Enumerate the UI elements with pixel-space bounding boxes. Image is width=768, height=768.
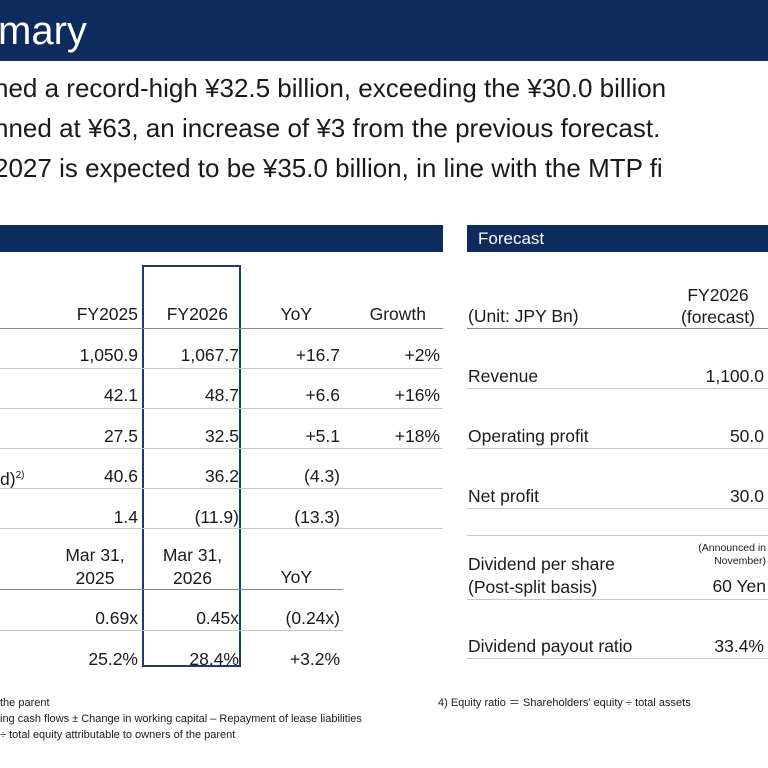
row-label-footnote: 2) — [15, 470, 25, 481]
dividend-label-line2: (Post-split basis) — [468, 577, 598, 597]
forecast-column-line1: FY2026 — [687, 285, 749, 305]
row-divider — [0, 408, 443, 409]
row-divider — [467, 448, 768, 449]
payout-label: Dividend payout ratio — [468, 636, 633, 656]
forecast-column-header: FY2026 (forecast) — [670, 284, 766, 328]
fy2026-highlight-frame — [142, 265, 241, 667]
cell-growth: +2% — [404, 345, 440, 365]
cell-fy2026: (11.9) — [194, 507, 239, 527]
header-fy2026: FY2026 — [166, 304, 228, 324]
row-divider — [467, 658, 768, 659]
cell-fy2025: 1,050.9 — [79, 345, 138, 365]
bs-cell-2025: 0.69x — [95, 608, 138, 628]
forecast-row-value: 50.0 — [729, 426, 764, 446]
results-section-bar — [0, 225, 443, 252]
header-growth: Growth — [369, 304, 426, 324]
bs-cell-2026: 0.45x — [196, 608, 239, 628]
row-divider — [467, 508, 768, 509]
summary-bullets: hed a record-high ¥32.5 billion, exceedi… — [0, 68, 666, 188]
forecast-row-label: Operating profit — [468, 426, 589, 446]
row-divider — [0, 488, 443, 489]
header-fy2025: FY2025 — [76, 304, 138, 324]
footnote: the parent — [0, 697, 50, 709]
cell-growth: +16% — [394, 385, 440, 405]
row-label-partial: d)2) — [0, 466, 24, 489]
row-divider — [467, 388, 768, 389]
header-yoy: YoY — [280, 304, 312, 324]
cell-fy2025: 1.4 — [113, 507, 138, 527]
summary-bullet: 2027 is expected to be ¥35.0 billion, in… — [0, 153, 663, 183]
footnote: ing cash flows ± Change in working capit… — [0, 713, 362, 725]
dividend-label: Dividend per share (Post-split basis) — [468, 553, 615, 599]
cell-fy2026: 48.7 — [204, 385, 239, 405]
cell-yoy: +6.6 — [305, 385, 340, 405]
row-divider — [0, 528, 443, 529]
bs-header-2025-line1: Mar 31, — [65, 545, 125, 565]
row-divider — [0, 368, 443, 369]
cell-fy2025: 42.1 — [103, 385, 138, 405]
bs-header-2025-line2: 2025 — [75, 568, 115, 588]
cell-yoy: (4.3) — [304, 466, 340, 486]
dividend-note-line1: (Announced in — [698, 542, 766, 554]
cell-fy2026: 32.5 — [204, 426, 239, 446]
cell-yoy: +5.1 — [305, 426, 340, 446]
bs-cell-2026: 28.4% — [189, 649, 239, 669]
row-divider — [0, 448, 443, 449]
bs-header-yoy: YoY — [280, 567, 312, 587]
dividend-label-line1: Dividend per share — [468, 554, 615, 574]
forecast-row-value: 30.0 — [729, 486, 764, 506]
summary-bullet: hed a record-high ¥32.5 billion, exceedi… — [0, 73, 667, 103]
cell-fy2025: 40.6 — [103, 466, 138, 486]
bs-cell-yoy: (0.24x) — [285, 608, 340, 628]
cell-yoy: (13.3) — [294, 507, 340, 527]
title-bar: mary — [0, 0, 768, 61]
row-divider — [467, 599, 768, 600]
bs-header-2026-line2: 2026 — [173, 568, 212, 588]
forecast-section-bar: Forecast — [467, 225, 768, 252]
bs-header-divider — [0, 589, 343, 590]
dividend-note-line2: November) — [714, 555, 766, 567]
header-divider — [0, 328, 443, 329]
page-title: mary — [0, 9, 87, 53]
bs-cell-2025: 25.2% — [88, 649, 138, 669]
forecast-row-label: Revenue — [468, 366, 539, 386]
dividend-value: 60 Yen — [712, 576, 766, 596]
footnote: ÷ total equity attributable to owners of… — [0, 729, 236, 741]
forecast-row-value: 1,100.0 — [705, 366, 764, 386]
forecast-header-divider — [467, 328, 768, 329]
bs-header-2026: Mar 31, 2026 — [140, 544, 245, 590]
payout-value: 33.4% — [714, 636, 764, 656]
bs-cell-yoy: +3.2% — [289, 649, 340, 669]
forecast-unit-label: (Unit: JPY Bn) — [468, 306, 579, 326]
row-divider — [0, 630, 343, 631]
cell-fy2025: 27.5 — [103, 426, 138, 446]
row-label-text: d) — [0, 468, 16, 489]
summary-bullet: nned at ¥63, an increase of ¥3 from the … — [0, 113, 661, 143]
row-divider — [467, 535, 768, 536]
footnote-equity-ratio: 4) Equity ratio ＝ Shareholders' equity ÷… — [438, 697, 691, 709]
cell-growth: +18% — [394, 426, 440, 446]
cell-yoy: +16.7 — [295, 345, 340, 365]
bs-header-2026-line1: Mar 31, — [162, 545, 223, 565]
dividend-note: (Announced in November) — [660, 542, 766, 568]
cell-fy2026: 1,067.7 — [180, 345, 239, 365]
bs-header-2025: Mar 31, 2025 — [40, 544, 150, 590]
cell-fy2026: 36.2 — [204, 466, 239, 486]
forecast-title: Forecast — [478, 229, 545, 248]
forecast-row-label: Net profit — [468, 486, 539, 506]
forecast-column-line2: (forecast) — [681, 307, 755, 327]
